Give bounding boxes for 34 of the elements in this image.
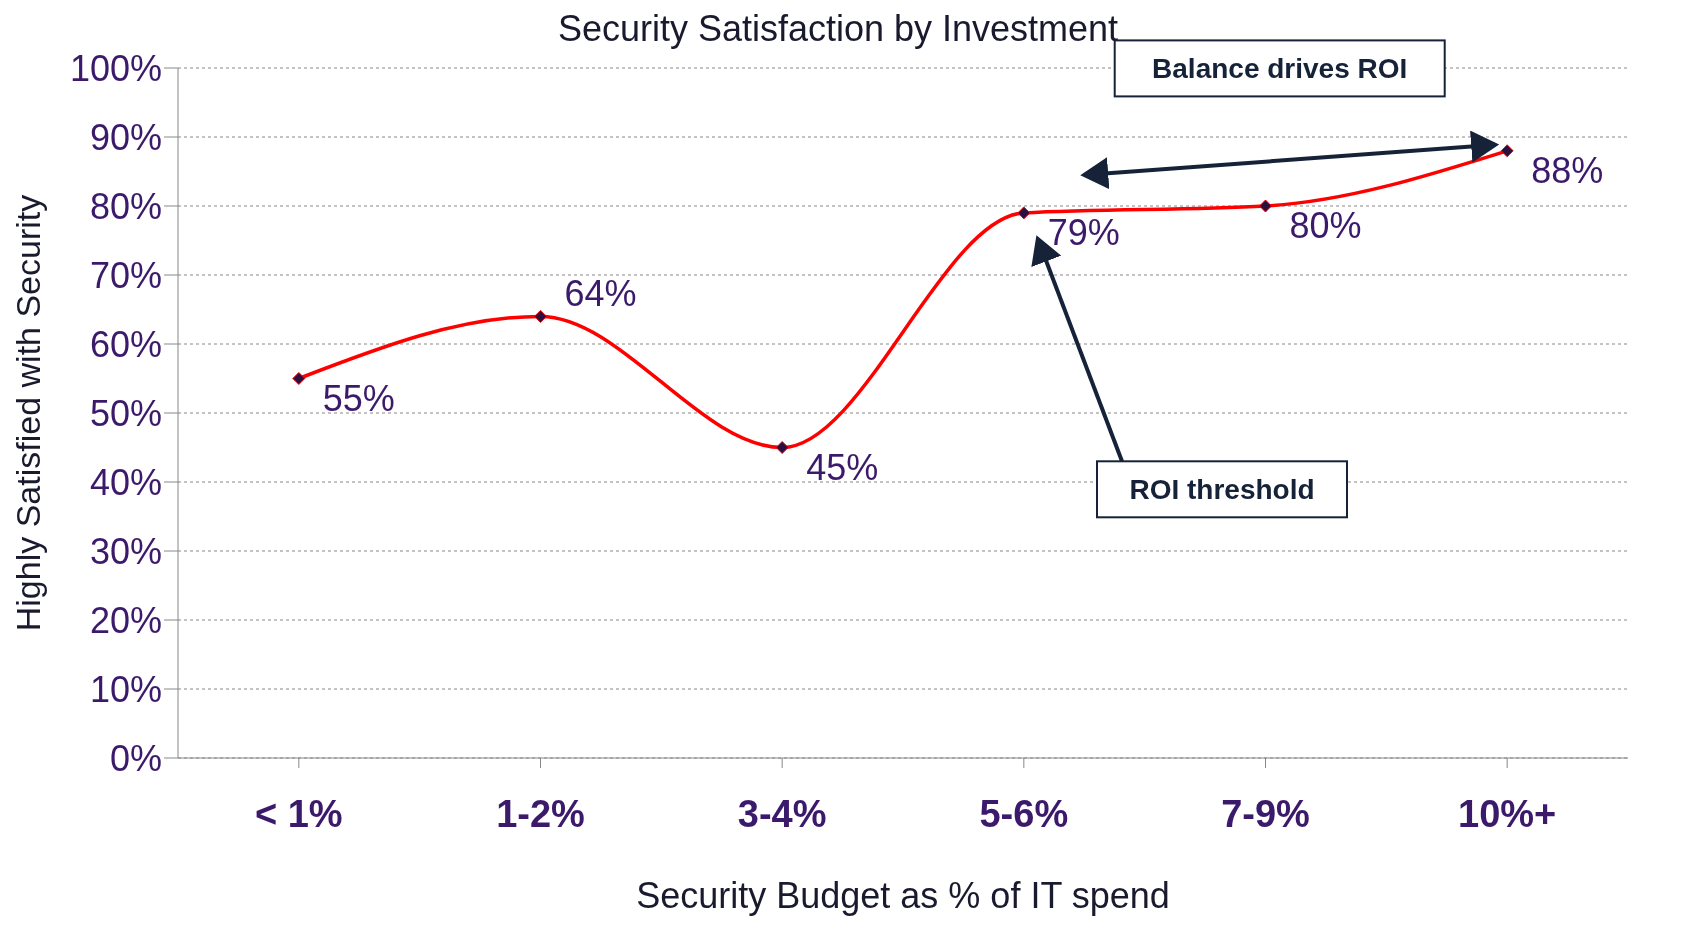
chart-title: Security Satisfaction by Investment [557,8,1119,49]
data-label: 45% [806,446,879,488]
y-tick-label: 70% [89,254,162,296]
x-tick-label: 1-2% [496,792,585,835]
x-tick-label: 5-6% [979,792,1069,835]
data-label: 64% [564,273,637,315]
y-tick-label: 40% [89,461,162,503]
y-axis-title: Highly Satisfied with Security [9,194,48,632]
data-label: 80% [1289,205,1362,246]
x-axis-title: Security Budget as % of IT spend [636,875,1170,916]
x-tick-label: 3-4% [737,792,827,835]
point [534,309,547,323]
y-tick-label: 30% [89,530,162,572]
y-tick-label: 50% [89,392,162,434]
y-tick-label: 100% [69,47,162,89]
y-tick-label: 80% [89,185,162,227]
point [292,372,306,385]
x-tick-label: 7-9% [1221,792,1310,835]
annotation: ROI threshold [1129,474,1315,506]
y-tick-label: 10% [89,668,162,710]
point [775,441,789,454]
y-tick-label: 90% [89,116,162,158]
x-tick-label: 10%+ [1458,792,1557,835]
point [1500,144,1514,158]
point [1259,199,1272,213]
data-label: 55% [322,377,395,419]
y-tick-label: 60% [89,323,162,365]
data-label: 88% [1531,149,1604,191]
y-tick-label: 20% [89,599,162,641]
annotation: Balance drives ROI [1152,53,1408,85]
point [1017,206,1031,220]
data-label: 79% [1047,211,1120,253]
y-tick-label: 0% [109,737,162,779]
x-tick-label: < 1% [255,792,343,835]
